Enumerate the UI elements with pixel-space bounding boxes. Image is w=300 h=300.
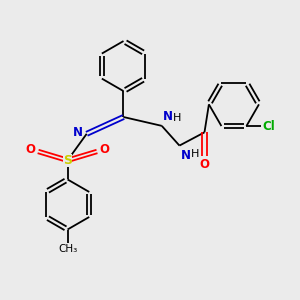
Text: H: H bbox=[173, 113, 181, 123]
Text: N: N bbox=[181, 149, 191, 162]
Text: S: S bbox=[63, 154, 72, 167]
Text: N: N bbox=[163, 110, 173, 123]
Text: Cl: Cl bbox=[262, 119, 275, 133]
Text: H: H bbox=[190, 149, 199, 159]
Text: N: N bbox=[73, 126, 83, 139]
Text: O: O bbox=[200, 158, 209, 171]
Text: O: O bbox=[26, 143, 36, 157]
Text: CH₃: CH₃ bbox=[58, 244, 77, 254]
Text: O: O bbox=[99, 143, 110, 157]
